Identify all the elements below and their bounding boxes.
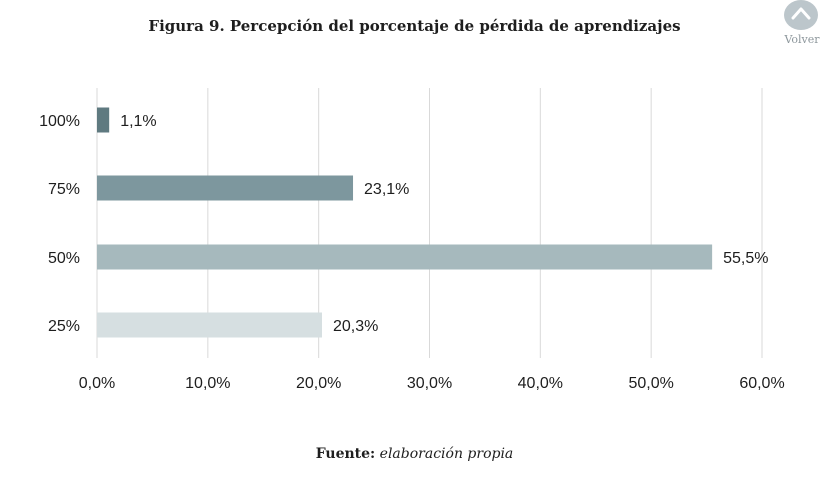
source-text: elaboración propia xyxy=(379,446,514,462)
bar-value-label: 20,3% xyxy=(333,318,378,335)
chart-source: Fuente: elaboración propia xyxy=(0,446,829,462)
x-tick-label: 40,0% xyxy=(518,375,563,392)
x-tick-label: 0,0% xyxy=(79,375,115,392)
volver-circle[interactable] xyxy=(784,0,818,30)
x-tick-label: 30,0% xyxy=(407,375,452,392)
bar-value-label: 23,1% xyxy=(364,181,409,198)
x-tick-label: 20,0% xyxy=(296,375,341,392)
bar xyxy=(97,244,713,270)
bar-value-label: 1,1% xyxy=(120,113,156,130)
source-label: Fuente: xyxy=(315,446,376,462)
y-category-label: 25% xyxy=(48,318,80,335)
bar xyxy=(97,175,354,201)
y-category-label: 100% xyxy=(39,113,80,130)
chart-title: Figura 9. Percepción del porcentaje de p… xyxy=(148,17,681,35)
x-tick-label: 60,0% xyxy=(739,375,784,392)
x-tick-label: 50,0% xyxy=(628,375,673,392)
bar-value-label: 55,5% xyxy=(723,250,768,267)
y-category-label: 50% xyxy=(48,250,80,267)
y-category-label: 75% xyxy=(48,181,80,198)
bar xyxy=(97,312,322,338)
volver-button[interactable]: Volver xyxy=(780,0,824,48)
x-tick-label: 10,0% xyxy=(185,375,230,392)
volver-label: Volver xyxy=(784,33,820,46)
chevron-up-icon xyxy=(791,7,811,20)
bar xyxy=(97,107,110,133)
